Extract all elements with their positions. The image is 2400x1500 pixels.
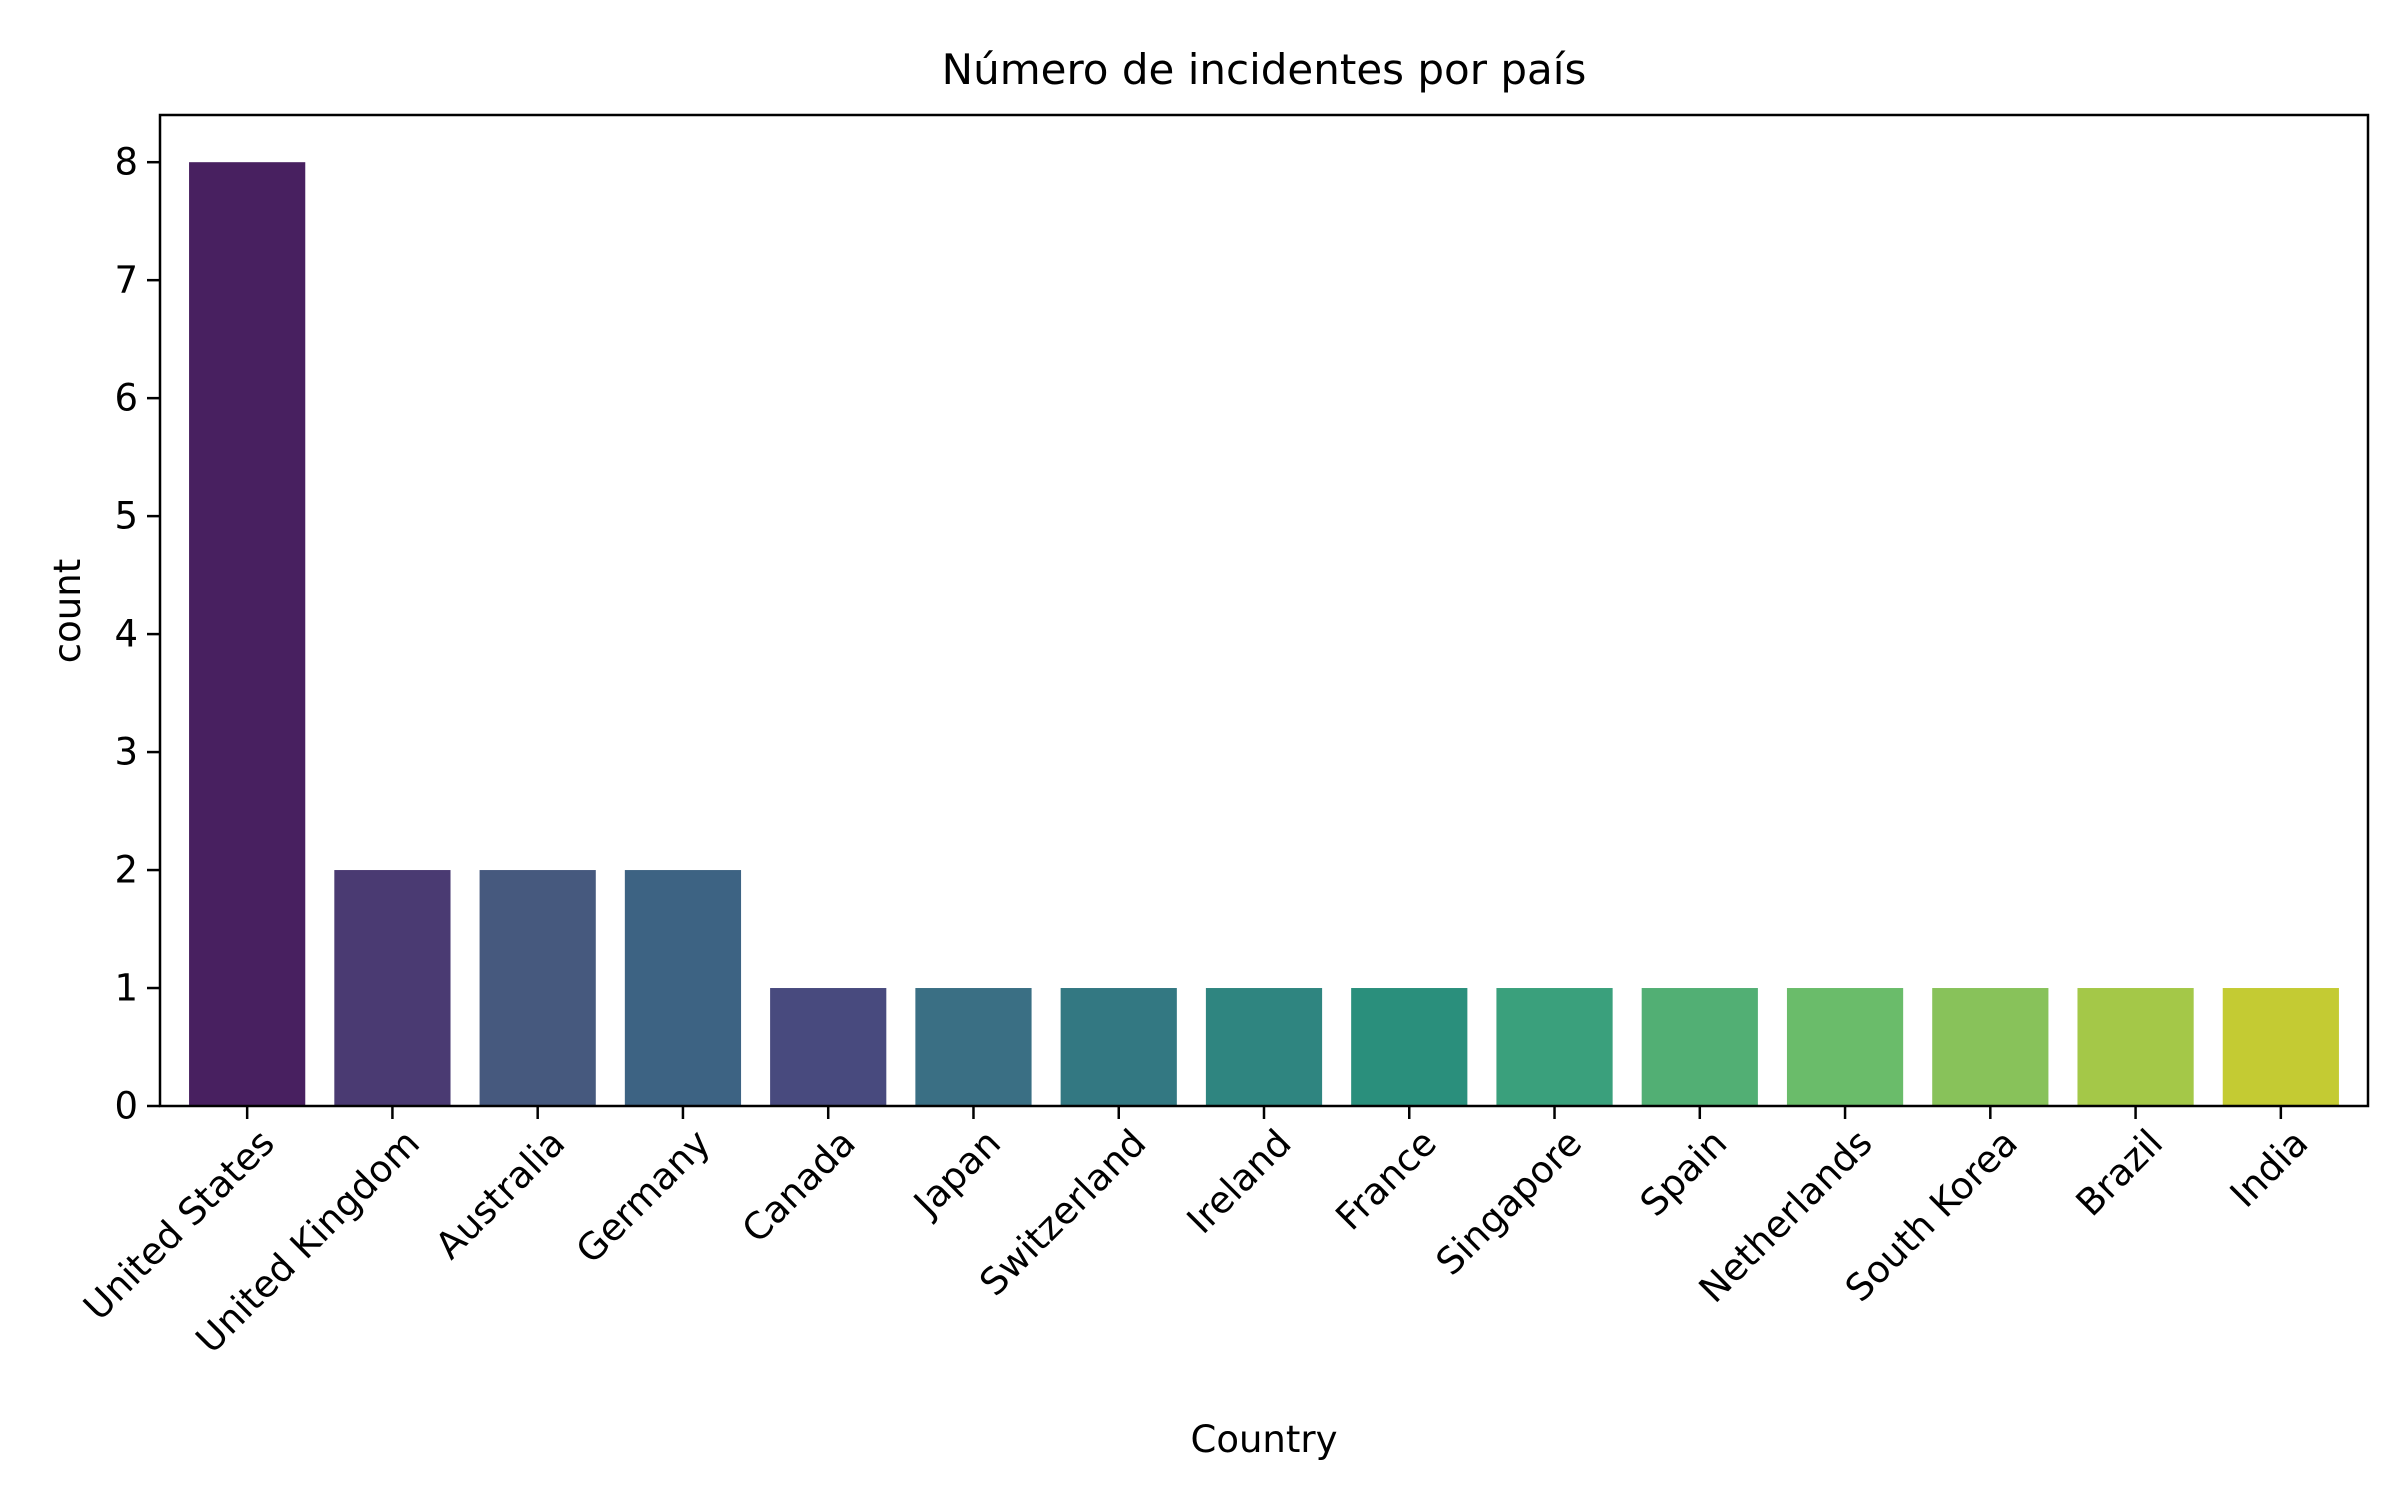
bar-brazil bbox=[2077, 988, 2194, 1106]
bar-france bbox=[1351, 988, 1468, 1106]
bar-germany bbox=[624, 870, 742, 1106]
bar-south-korea bbox=[1932, 988, 2049, 1106]
bar-spain bbox=[1641, 988, 1758, 1106]
x-tick-label: India bbox=[2222, 1121, 2317, 1216]
x-tick-label: Germany bbox=[568, 1121, 719, 1272]
bar-canada bbox=[770, 988, 887, 1106]
bar-india bbox=[2222, 988, 2339, 1106]
bar-ireland bbox=[1205, 988, 1323, 1106]
bar-united-kingdom bbox=[334, 870, 451, 1106]
y-tick-label: 3 bbox=[114, 731, 138, 774]
y-axis-label: count bbox=[46, 559, 89, 663]
bar-singapore bbox=[1496, 988, 1613, 1106]
x-tick-label: Japan bbox=[904, 1121, 1009, 1226]
x-tick-label: Ireland bbox=[1179, 1121, 1300, 1242]
bars-group bbox=[189, 162, 2339, 1106]
x-tick-label: Brazil bbox=[2068, 1121, 2171, 1224]
y-tick-label: 4 bbox=[114, 613, 138, 656]
chart-title: Número de incidentes por país bbox=[942, 45, 1587, 94]
x-axis-label: Country bbox=[1191, 1418, 1338, 1461]
y-tick-label: 8 bbox=[114, 141, 138, 184]
plot-frame bbox=[158, 113, 2370, 1108]
x-tick-label: Canada bbox=[734, 1121, 864, 1251]
y-tick-label: 5 bbox=[114, 495, 138, 538]
y-tick-label: 0 bbox=[114, 1085, 138, 1128]
bar-japan bbox=[915, 988, 1032, 1106]
x-tick-label: Spain bbox=[1632, 1121, 1736, 1225]
bar-netherlands bbox=[1786, 988, 1904, 1106]
y-tick-label: 2 bbox=[114, 849, 138, 892]
y-tick-label: 1 bbox=[114, 967, 138, 1010]
x-tick-label: Australia bbox=[427, 1121, 573, 1267]
x-tick-label: Singapore bbox=[1428, 1121, 1590, 1283]
y-tick-label: 6 bbox=[114, 377, 138, 420]
y-tick-label: 7 bbox=[114, 259, 138, 302]
bar-switzerland bbox=[1060, 988, 1177, 1106]
y-axis: 0 1 2 3 4 5 6 7 8 bbox=[114, 141, 160, 1128]
bar-united-states bbox=[189, 162, 306, 1106]
x-tick-label: France bbox=[1327, 1121, 1444, 1238]
bar-australia bbox=[479, 870, 596, 1106]
